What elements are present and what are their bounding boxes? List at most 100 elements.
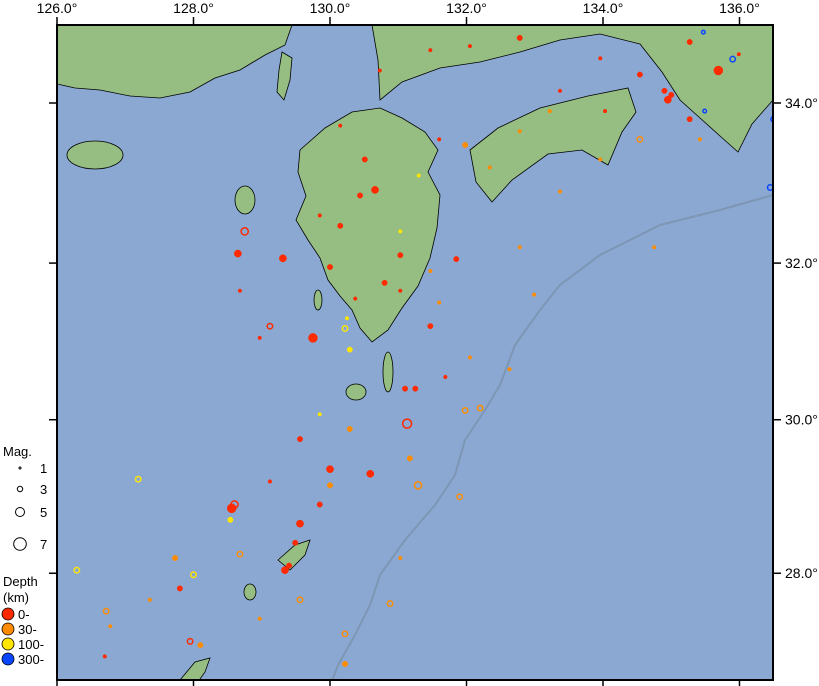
koshiki-islands	[313, 289, 323, 311]
earthquake-event	[230, 500, 239, 509]
earthquake-event	[487, 165, 492, 170]
earthquake-event	[661, 87, 668, 94]
earthquake-event	[413, 480, 423, 490]
earthquake-event	[341, 325, 349, 332]
earthquake-event	[353, 296, 358, 301]
earthquake-event	[401, 418, 413, 429]
earthquake-event	[297, 436, 303, 443]
earthquake-event	[398, 288, 403, 293]
earthquake-event	[377, 68, 382, 73]
earthquake-event	[237, 288, 242, 293]
earthquake-event	[663, 95, 672, 104]
legend-depth-label: 30-	[18, 622, 37, 637]
lat-label: 30.0°	[785, 412, 818, 428]
earthquake-event	[456, 493, 464, 501]
earthquake-event	[443, 374, 448, 380]
earthquake-event	[598, 56, 603, 61]
earthquake-event	[176, 585, 183, 592]
map-frame	[56, 24, 774, 681]
nankai-trough-line	[331, 194, 773, 680]
earthquake-event	[398, 555, 403, 561]
legend-mag-symbol	[16, 485, 24, 493]
legend-depth-swatch	[1, 607, 15, 621]
legend-depth-label: 0-	[18, 607, 30, 622]
legend-mag-symbol	[18, 466, 22, 470]
legend-depth-title: Depth	[3, 574, 38, 589]
legend-depth-label: 100-	[18, 637, 44, 652]
earthquake-event	[317, 213, 322, 218]
tanegashima	[382, 351, 394, 393]
earthquake-event	[517, 129, 522, 134]
earthquake-event	[197, 642, 204, 649]
legend-depth-swatch	[1, 652, 15, 666]
earthquake-event	[338, 123, 343, 128]
earthquake-event	[102, 607, 110, 615]
lon-label: 134.0°	[583, 0, 624, 16]
earthquake-event	[346, 426, 353, 432]
earthquake-event	[729, 55, 737, 63]
legend-depth-swatch	[1, 622, 15, 636]
graticule-ticks: 126.0° 128.0° 130.0° 132.0° 134.0° 136.0°34.0…	[37, 0, 818, 686]
earthquake-event	[652, 245, 657, 250]
earthquake-event	[532, 292, 537, 297]
earthquake-event	[371, 186, 379, 194]
earthquake-event	[236, 550, 244, 558]
earthquake-event	[172, 555, 179, 561]
earthquake-event	[602, 109, 608, 114]
earthquake-event	[437, 300, 442, 305]
earthquake-event	[700, 29, 706, 35]
earthquake-event	[736, 52, 741, 57]
earthquake-event	[296, 519, 304, 528]
legend-mag-label: 5	[40, 505, 47, 520]
earthquake-event	[342, 661, 348, 667]
goto-islands	[234, 185, 256, 215]
earthquake-event	[102, 654, 107, 659]
legend-mag-title: Mag.	[3, 444, 32, 459]
legend-mag-label: 7	[40, 537, 47, 552]
okinawa	[179, 657, 211, 680]
earthquake-events	[73, 29, 773, 667]
honshu	[371, 25, 773, 153]
earthquake-event	[598, 157, 603, 162]
earthquake-event	[234, 249, 242, 258]
yakushima	[345, 383, 367, 401]
earthquake-event	[557, 88, 563, 93]
tokunoshima	[243, 583, 257, 601]
tsushima-island	[276, 51, 293, 101]
earthquake-event	[134, 475, 142, 483]
earthquake-event	[366, 469, 375, 478]
lat-label: 32.0°	[785, 255, 818, 271]
earthquake-event	[381, 279, 388, 286]
earthquake-event	[316, 501, 323, 508]
earthquake-event	[397, 252, 404, 259]
earthquake-event	[636, 135, 644, 143]
legend-mag-label: 3	[40, 482, 47, 497]
jeju-island	[66, 140, 124, 170]
earthquake-event	[462, 142, 469, 148]
earthquake-event	[697, 137, 702, 142]
earthquake-event	[337, 222, 344, 229]
lat-label: 28.0°	[785, 565, 818, 581]
earthquake-event	[190, 571, 197, 579]
lon-label: 136.0°	[719, 0, 760, 16]
earthquake-event	[412, 385, 419, 392]
earthquake-event	[467, 355, 472, 360]
shikoku	[469, 87, 637, 203]
earthquake-event	[281, 566, 289, 575]
lat-label: 34.0°	[785, 95, 818, 111]
earthquake-event	[686, 39, 693, 45]
earthquake-event	[296, 596, 304, 604]
earthquake-event	[317, 412, 322, 417]
earthquake-event	[702, 108, 708, 114]
earthquake-event	[286, 562, 292, 569]
earthquake-event	[406, 455, 413, 462]
earthquake-event	[266, 322, 274, 330]
earthquake-event	[461, 406, 469, 414]
earthquake-event	[308, 333, 318, 343]
earthquake-event	[437, 137, 442, 142]
earthquake-event	[73, 566, 81, 574]
earthquake-event	[713, 65, 724, 76]
earthquake-event	[416, 173, 421, 178]
legend-depth-label: 300-	[18, 652, 44, 667]
